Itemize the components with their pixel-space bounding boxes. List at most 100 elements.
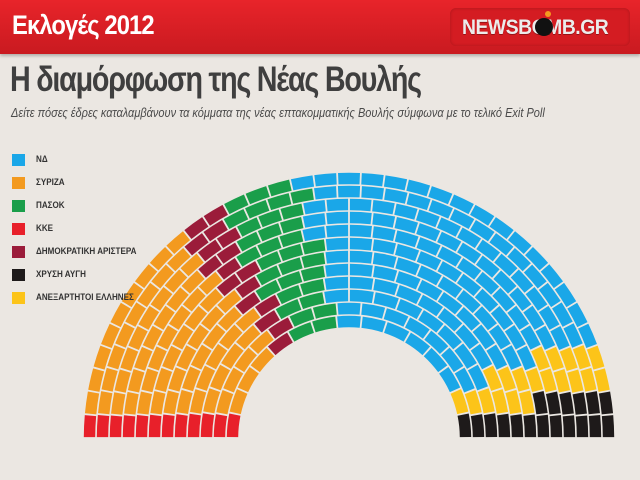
seat (550, 326, 570, 351)
seat (505, 389, 522, 414)
seat (138, 305, 160, 330)
seat (324, 276, 349, 290)
legend-swatch (12, 222, 25, 235)
seat (436, 217, 461, 237)
seat (198, 255, 223, 278)
legend-item: ΑΝΕΞΑΡΤΗΤΟΙ ΕΛΛΗΝΕΣ (12, 286, 154, 309)
seat (181, 270, 205, 294)
seat (88, 368, 105, 392)
seat (437, 231, 462, 252)
seat (301, 239, 326, 255)
seat (567, 302, 588, 328)
seat (489, 324, 511, 350)
seat (372, 239, 397, 255)
seat (493, 270, 517, 294)
page-title: Η διαμόρφωση της Νέας Βουλής (10, 60, 422, 99)
seat (475, 271, 500, 295)
seat (373, 265, 398, 282)
seat (267, 179, 292, 197)
seat (326, 224, 349, 238)
seat (395, 243, 420, 262)
seat (120, 347, 139, 372)
seat (148, 346, 167, 371)
legend-item: ΔΗΜΟΚΡΑΤΙΚΗ ΑΡΙΣΤΕΡΑ (12, 240, 154, 263)
seat (127, 368, 145, 393)
seat (384, 322, 410, 342)
seat (511, 367, 530, 392)
seat (236, 246, 261, 267)
seat (525, 286, 548, 311)
seat (235, 291, 261, 315)
brand-logo[interactable]: NEWSBOMB.GR (450, 8, 630, 46)
seat (538, 305, 560, 330)
seat (349, 211, 372, 225)
seat (510, 269, 534, 293)
seat (349, 198, 372, 212)
seat (182, 366, 201, 392)
seat (395, 257, 420, 276)
seat (187, 324, 209, 350)
seat (245, 186, 270, 205)
seat (109, 415, 123, 438)
seat (203, 204, 228, 226)
seat (324, 289, 349, 304)
seat (277, 271, 303, 290)
seat (456, 306, 481, 331)
seat (255, 294, 281, 317)
seat (523, 414, 537, 438)
seat (236, 325, 261, 350)
seat (235, 308, 261, 332)
seat (494, 253, 518, 277)
legend-item: ΚΚΕ (12, 217, 154, 240)
seat (314, 186, 337, 200)
seat (593, 368, 610, 392)
seat (267, 332, 293, 356)
seat (477, 388, 495, 414)
seat (504, 325, 526, 350)
legend-item: ΝΔ (12, 148, 154, 171)
seat (237, 217, 262, 237)
seat (394, 203, 418, 220)
seat (552, 302, 573, 327)
seat (491, 389, 509, 414)
seat (486, 344, 508, 370)
seat (507, 305, 530, 330)
seat (83, 415, 97, 438)
seat (540, 264, 564, 289)
seat (279, 230, 304, 248)
seat (168, 305, 191, 330)
seat (250, 347, 275, 373)
seat (372, 200, 395, 215)
seat (457, 257, 482, 280)
seat (122, 415, 136, 438)
seat (545, 391, 561, 415)
seat (373, 292, 399, 310)
seat (257, 237, 282, 256)
seat (489, 233, 514, 256)
seat (559, 391, 574, 415)
seat (437, 291, 463, 315)
legend-label: ΧΡΥΣΗ ΑΥΓΗ (36, 269, 86, 280)
seat (107, 345, 126, 370)
seat (110, 302, 131, 328)
seat (519, 390, 535, 415)
seat (394, 216, 419, 234)
seat (405, 332, 431, 356)
seat (337, 302, 361, 315)
seat (198, 271, 223, 295)
seat (578, 323, 597, 348)
seat (301, 252, 326, 268)
seat (454, 343, 477, 369)
seat (288, 322, 314, 342)
seat (325, 250, 349, 264)
seat (395, 271, 421, 290)
seat (337, 185, 361, 198)
seat (536, 414, 550, 438)
seat (299, 292, 325, 310)
seat (520, 325, 541, 350)
seat (312, 316, 337, 333)
seat (588, 414, 602, 438)
legend-swatch (12, 176, 25, 189)
seat (300, 265, 325, 282)
